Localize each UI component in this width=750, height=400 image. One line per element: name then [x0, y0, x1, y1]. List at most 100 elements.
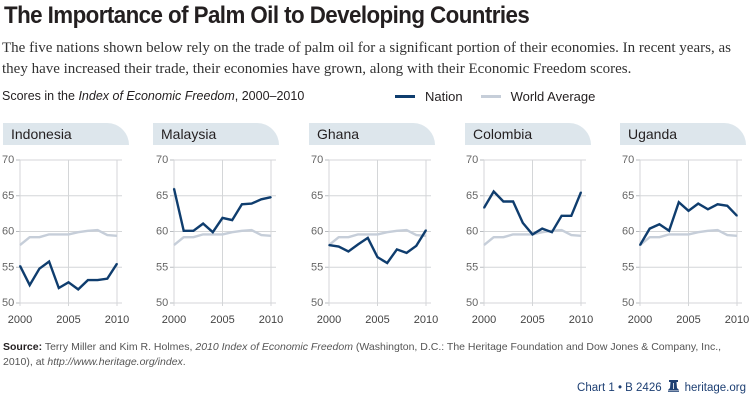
legend-swatch-world — [480, 95, 501, 98]
world-average-line — [173, 228, 272, 247]
y-tick-label: 55 — [311, 261, 323, 273]
y-tick-label: 60 — [622, 226, 634, 238]
scores-label: Scores in the Index of Economic Freedom,… — [2, 89, 304, 103]
y-tick-label: 50 — [311, 297, 323, 309]
panel-tab-uganda: Uganda — [620, 123, 746, 145]
y-tick-label: 55 — [156, 261, 168, 273]
x-tick-label: 2000 — [8, 314, 32, 326]
y-tick-label: 60 — [2, 226, 14, 238]
nation-point — [192, 230, 195, 232]
nation-point — [77, 288, 79, 291]
y-tick-label: 70 — [2, 154, 14, 166]
nation-point — [38, 267, 41, 270]
x-tick-label: 2000 — [628, 314, 652, 326]
y-tick-label: 55 — [2, 261, 14, 273]
y-tick-label: 65 — [622, 190, 634, 202]
nation-point — [492, 190, 495, 193]
chart-id: Chart 1 • B 2426 — [577, 381, 662, 394]
panel-tab-indonesia: Indonesia — [3, 123, 129, 145]
world-average-line — [328, 228, 427, 247]
nation-point — [678, 201, 680, 203]
y-tick-label: 65 — [311, 190, 323, 202]
scores-label-prefix: Scores in the — [2, 89, 79, 103]
nation-point — [19, 265, 21, 267]
nation-point — [531, 233, 534, 236]
source-text-3: . — [182, 356, 186, 368]
nation-point — [522, 222, 524, 224]
nation-point — [376, 256, 379, 259]
nation-point — [697, 202, 699, 205]
nation-point — [396, 248, 398, 251]
panel-indonesia: 70 65 60 55 50 2000 2005 2010 — [2, 154, 129, 326]
nation-point — [648, 227, 651, 230]
scores-label-suffix: , 2000–2010 — [234, 89, 305, 103]
source-url[interactable]: http://www.heritage.org/index — [47, 356, 183, 368]
y-tick-label: 60 — [156, 226, 168, 238]
chart-subtitle: The five nations shown below rely on the… — [2, 40, 731, 77]
site-link[interactable]: heritage.org — [684, 381, 746, 394]
nation-point — [173, 187, 175, 190]
panel-tab-ghana: Ghana — [309, 123, 435, 145]
nation-point — [639, 244, 641, 246]
nation-point — [541, 227, 543, 230]
world-average-line — [639, 228, 738, 247]
y-tick-label: 70 — [622, 154, 634, 166]
nation-point — [560, 215, 563, 217]
nation-point — [386, 262, 389, 264]
nation-point — [502, 200, 505, 203]
panel-uganda: 70 65 60 55 50 2000 2005 2010 — [622, 154, 749, 326]
source-text-1: Terry Miller and Kim R. Holmes, — [42, 341, 196, 353]
nation-point — [337, 245, 340, 248]
panel-tab-malaysia: Malaysia — [153, 123, 279, 145]
nation-point — [106, 277, 109, 280]
x-tick-label: 2005 — [365, 314, 389, 326]
nation-point — [67, 281, 70, 284]
nation-point — [212, 231, 214, 233]
nation-point — [202, 222, 204, 225]
y-tick-label: 65 — [466, 190, 478, 202]
y-tick-label: 50 — [466, 297, 478, 309]
nation-point — [580, 191, 582, 193]
nation-point — [231, 219, 233, 221]
x-tick-label: 2005 — [56, 314, 80, 326]
y-tick-label: 55 — [466, 261, 478, 273]
nation-point — [736, 215, 738, 217]
x-tick-label: 2010 — [414, 314, 438, 326]
y-tick-label: 55 — [622, 261, 634, 273]
x-tick-label: 2005 — [676, 314, 700, 326]
y-tick-label: 65 — [156, 190, 168, 202]
nation-point — [551, 231, 553, 233]
nation-point — [116, 262, 118, 265]
nation-point — [96, 279, 99, 281]
nation-point — [707, 208, 709, 211]
x-tick-label: 2010 — [105, 314, 129, 326]
x-tick-label: 2005 — [520, 314, 544, 326]
y-tick-label: 50 — [156, 297, 168, 309]
small-multiples-charts: 70 65 60 55 50 2000 2005 2010 70 65 60 55 50 2000 2005… — [2, 154, 749, 326]
nation-point — [716, 203, 719, 206]
nation-point — [658, 223, 661, 226]
legend-swatch-nation — [395, 95, 415, 98]
nation-point — [241, 203, 243, 206]
nation-point — [48, 260, 50, 263]
nation-point — [357, 243, 359, 246]
x-tick-label: 2010 — [725, 314, 749, 326]
credit: Chart 1 • B 2426 heritage.org — [577, 380, 746, 395]
y-tick-label: 50 — [2, 297, 14, 309]
y-tick-label: 60 — [311, 226, 323, 238]
nation-point — [87, 279, 89, 281]
legend-label-world: World Average — [510, 89, 596, 104]
legend-item-nation: Nation — [395, 89, 463, 104]
panel-malaysia: 70 65 60 55 50 2000 2005 2010 — [156, 154, 283, 326]
nation-point — [260, 198, 263, 201]
nation-point — [405, 252, 408, 254]
x-tick-label: 2010 — [259, 314, 283, 326]
scores-label-italic: Index of Economic Freedom — [78, 89, 235, 103]
liberty-bell-icon — [667, 380, 680, 395]
legend-item-world: World Average — [480, 89, 596, 104]
legend: Nation World Average — [395, 89, 613, 104]
source-text-2: (Washington, D.C.: The Heritage Foundati… — [3, 341, 722, 368]
source-label: Source: — [3, 341, 43, 353]
y-tick-label: 70 — [156, 154, 168, 166]
panel-colombia: 70 65 60 55 50 2000 2005 2010 — [466, 154, 593, 326]
